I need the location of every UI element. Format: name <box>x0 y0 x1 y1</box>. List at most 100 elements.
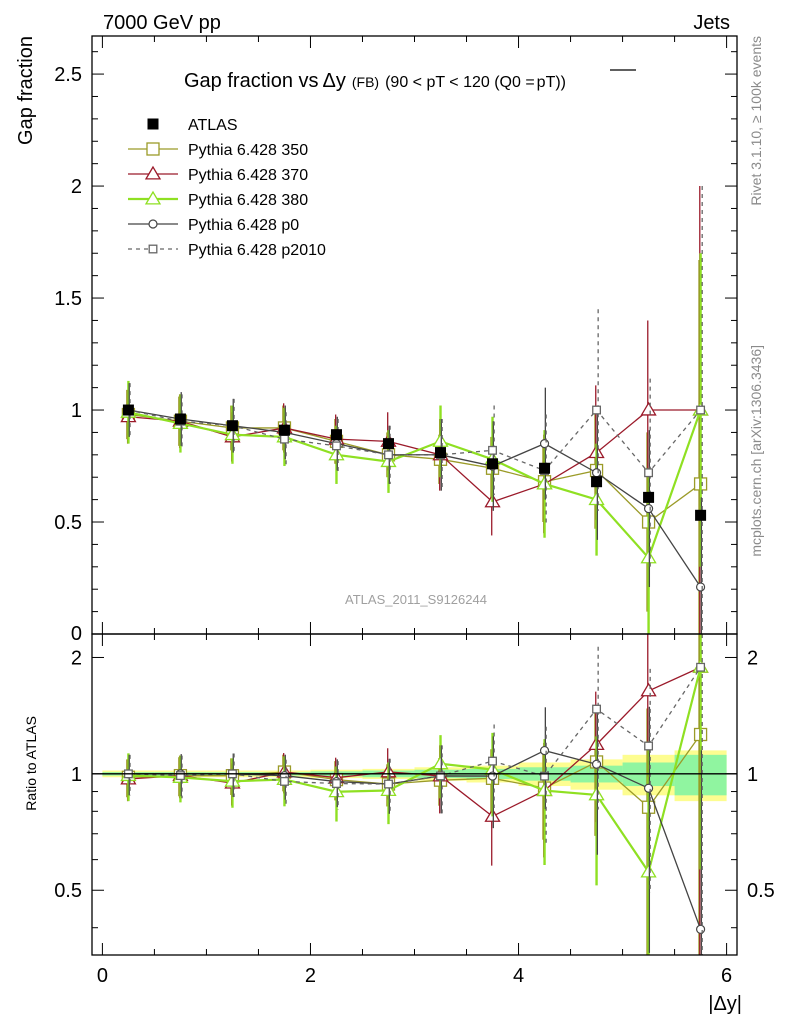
legend-label: Pythia 6.428 350 <box>188 142 308 159</box>
marker-square <box>644 741 654 751</box>
marker-triangle <box>328 783 345 798</box>
marker-circle <box>643 783 654 793</box>
y-tick-label-bottom: 0.5 <box>54 880 82 902</box>
header-right: Jets <box>693 12 730 34</box>
chart-title-symbol: Δy <box>323 70 346 92</box>
marker-circle <box>148 219 158 229</box>
marker-square <box>280 776 289 786</box>
marker-triangle <box>640 549 657 564</box>
y-tick-label-bottom-right: 1 <box>747 764 758 786</box>
marker-circle <box>643 503 654 514</box>
x-axis-label: |Δy| <box>708 993 742 1015</box>
atlas-point <box>330 429 342 441</box>
series-line-ratio <box>128 666 701 818</box>
marker-circle <box>695 924 706 934</box>
legend: ATLAS Pythia 6.428 350 Pythia 6.428 370 Pyt… <box>128 117 326 259</box>
rivet-label: Rivet 3.1.10, ≥ 100k events <box>748 36 764 206</box>
marker-triangle <box>380 453 397 468</box>
marker-circle <box>591 468 602 478</box>
atlas-point <box>122 404 134 416</box>
marker-circle <box>539 439 550 449</box>
marker-triangle <box>380 782 397 797</box>
marker-triangle <box>640 682 657 697</box>
marker-triangle <box>224 426 241 441</box>
marker-square <box>540 771 549 781</box>
series-p350 <box>121 259 708 955</box>
marker-triangle <box>588 786 605 801</box>
y-tick-label-top: 2 <box>71 176 82 198</box>
chart-title-fb: (FB) <box>352 74 379 90</box>
marker-triangle <box>536 782 553 797</box>
marker-square <box>488 445 497 455</box>
marker-square <box>146 142 160 156</box>
y-tick-label-top: 1 <box>71 400 82 422</box>
atlas-point <box>591 476 603 488</box>
atlas-point <box>226 420 238 432</box>
marker-square <box>696 662 706 672</box>
marker-square <box>436 771 445 781</box>
legend-label: Pythia 6.428 p2010 <box>188 242 326 259</box>
series-p370 <box>120 186 709 955</box>
y-axis-label-bottom: Ratio to ATLAS <box>23 716 39 811</box>
chart-title-main: Gap fraction vs <box>184 70 319 92</box>
atlas-point <box>435 447 447 459</box>
marker-square <box>384 779 393 789</box>
marker-triangle <box>328 446 345 461</box>
y-tick-label-top: 0.5 <box>54 512 82 534</box>
marker-triangle <box>432 755 449 770</box>
y-tick-label-top: 2.5 <box>54 64 82 86</box>
analysis-label: ATLAS_2011_S9126244 <box>345 592 487 607</box>
chart-title-close: )) <box>555 74 566 91</box>
marker-triangle <box>640 401 657 416</box>
marker-triangle <box>588 491 605 506</box>
marker-triangle <box>144 190 162 205</box>
series-line-top <box>128 409 702 588</box>
series-line-top <box>128 409 702 560</box>
marker-square <box>644 468 654 478</box>
series-p0 <box>123 383 706 955</box>
y-tick-label-bottom: 2 <box>71 647 82 669</box>
series-line-top <box>128 409 702 474</box>
chart-title: Gap fraction vs Δy (FB) (90 < pT < 120 (Q0 … <box>184 70 566 92</box>
atlas-point <box>539 462 551 474</box>
y-tick-label-bottom-right: 2 <box>747 647 758 669</box>
marker-square <box>280 434 289 444</box>
marker-square <box>592 405 602 415</box>
axes-layer: 0 2 4 60.511.522.500.5 0.51 12 2 <box>54 35 775 987</box>
marker-square <box>175 771 185 781</box>
marker-circle <box>695 582 706 592</box>
legend-label: Pythia 6.428 p0 <box>188 217 299 234</box>
marker-triangle <box>536 475 553 490</box>
x-tick-label: 6 <box>721 965 732 987</box>
y-tick-label-bottom: 1 <box>71 764 82 786</box>
marker-square <box>696 405 706 415</box>
x-tick-label: 0 <box>97 965 108 987</box>
legend-label: Pythia 6.428 370 <box>188 167 308 184</box>
marker-square <box>384 450 393 460</box>
marker-circle <box>591 759 602 769</box>
marker-triangle <box>144 165 162 180</box>
legend-label: Pythia 6.428 380 <box>188 192 308 209</box>
y-tick-label-bottom-right: 0.5 <box>747 880 775 902</box>
atlas-point <box>487 458 499 470</box>
atlas-point <box>643 491 655 503</box>
marker-triangle <box>432 433 449 447</box>
series-atlas <box>92 404 737 775</box>
marker-square <box>592 704 602 714</box>
chart-title-pt: pT <box>537 74 556 91</box>
x-tick-label: 4 <box>513 965 524 987</box>
atlas-point <box>174 413 186 425</box>
series-line-ratio <box>128 666 702 875</box>
x-tick-label: 2 <box>305 965 316 987</box>
legend-marker-atlas <box>147 118 159 130</box>
chart-title-range: (90 < pT < 120 (Q0 = <box>385 74 535 91</box>
atlas-point <box>382 438 394 450</box>
series-p2010 <box>123 186 706 955</box>
y-tick-label-top: 1.5 <box>54 288 82 310</box>
mcplots-label: mcplots.cern.ch [arXiv:1306.3436] <box>748 345 764 557</box>
y-axis-label-top: Gap fraction <box>15 36 37 145</box>
marker-square <box>332 441 341 451</box>
atlas-point <box>278 424 290 436</box>
marker-square <box>148 244 158 254</box>
